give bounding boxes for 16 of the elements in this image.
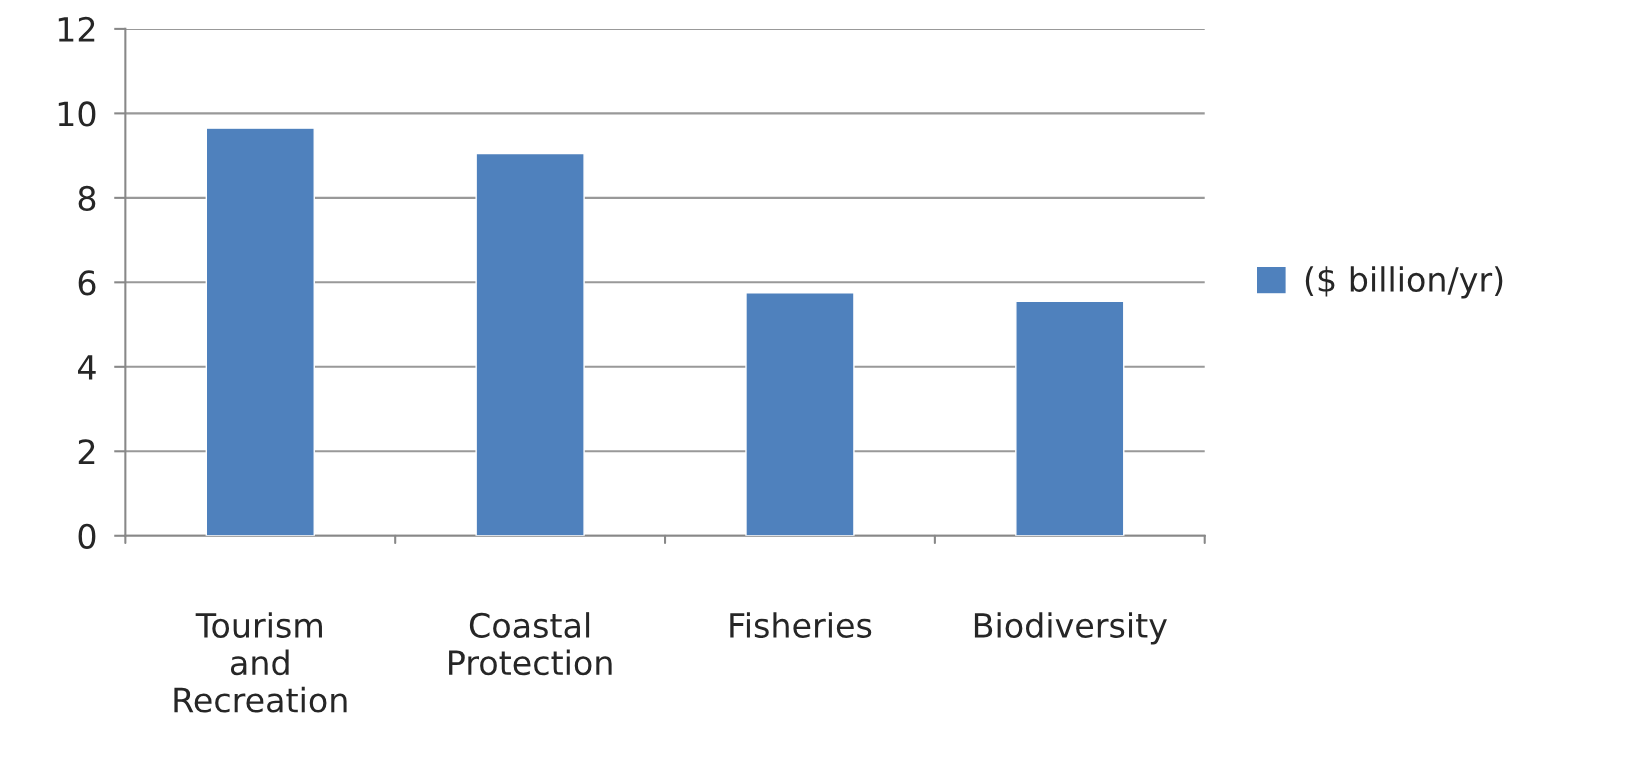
- x-tick-label: Tourism and Recreation: [174, 612, 347, 713]
- y-tick-label: 6: [78, 270, 96, 296]
- bar: [1015, 300, 1125, 536]
- x-tick-label: Fisheries: [730, 612, 872, 638]
- legend-label: ($ billion/yr): [1305, 266, 1503, 299]
- bar: [745, 292, 855, 536]
- y-tick-label: 12: [58, 16, 95, 42]
- x-tick-label: Biodiversity: [974, 612, 1167, 645]
- y-tick-label: 0: [78, 523, 96, 549]
- y-tick-label: 4: [78, 355, 96, 380]
- y-tick-label: 8: [78, 185, 96, 211]
- y-tick-label: 10: [58, 101, 96, 127]
- bar: [475, 152, 585, 536]
- x-tick-label: Coastal Protection: [449, 612, 612, 676]
- bar: [205, 127, 315, 536]
- y-tick-label: 2: [78, 439, 95, 464]
